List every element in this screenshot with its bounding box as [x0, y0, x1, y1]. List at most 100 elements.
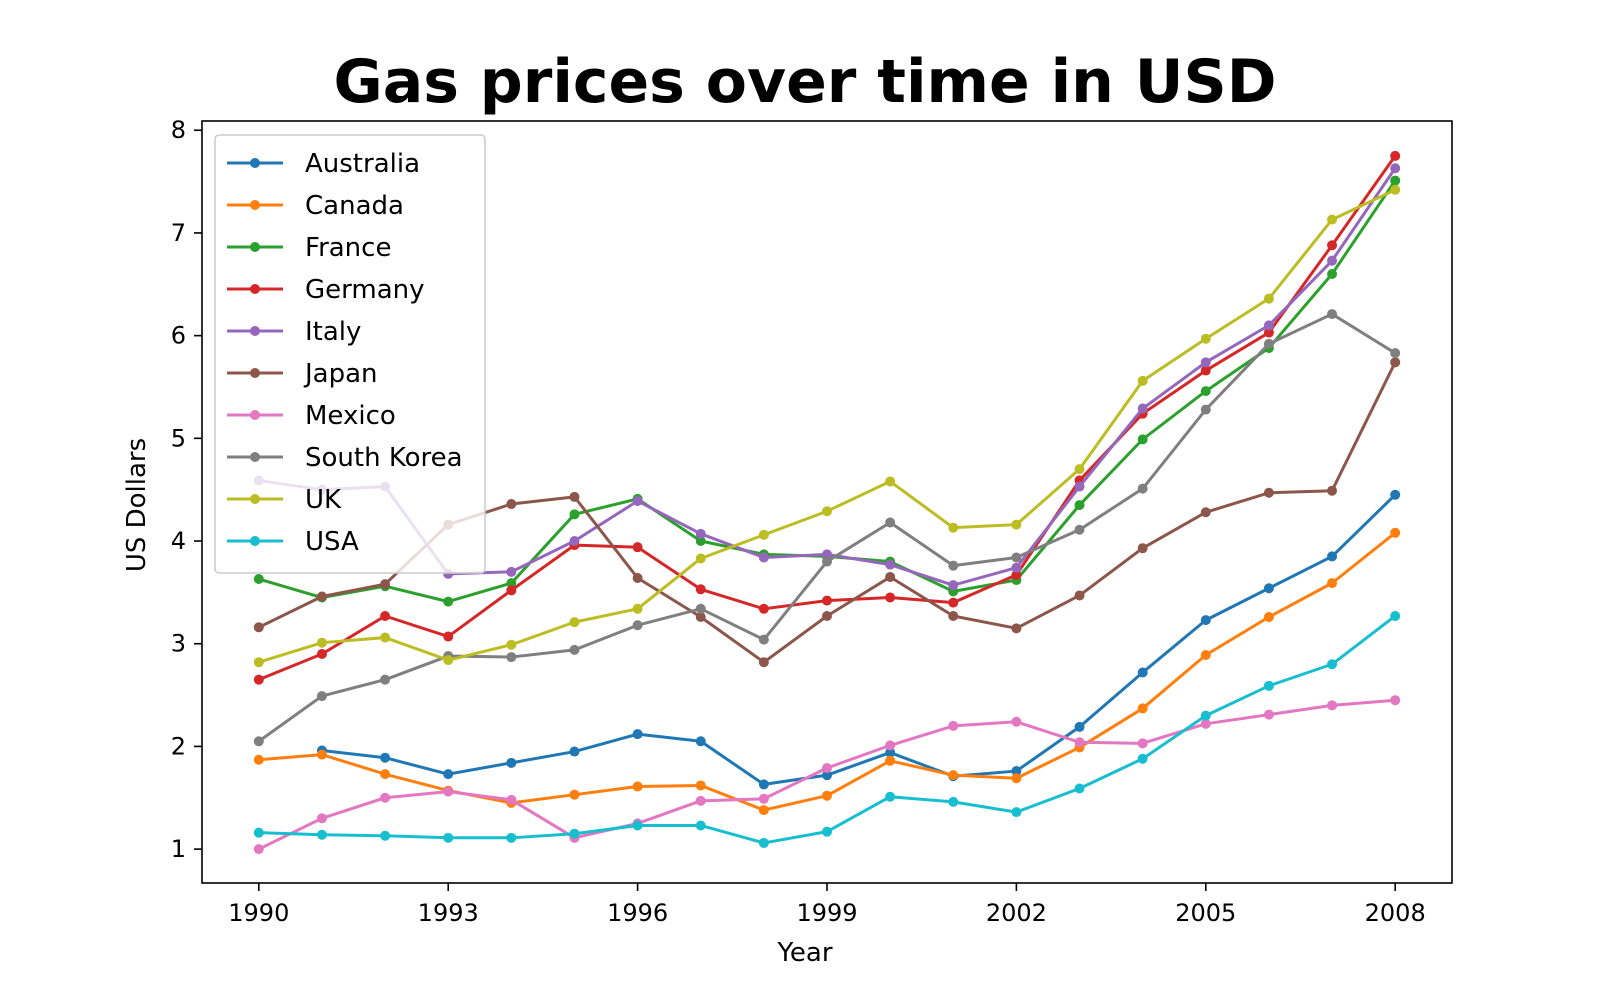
data-point: [316, 637, 327, 648]
data-point: [758, 603, 769, 614]
data-point: [885, 791, 896, 802]
data-point: [1263, 709, 1274, 720]
data-point: [822, 549, 832, 560]
legend-item: USA: [227, 527, 359, 557]
legend-marker: [250, 536, 260, 546]
data-point: [1263, 320, 1274, 331]
data-point: [380, 632, 391, 643]
data-point: [1200, 615, 1211, 626]
data-point: [316, 829, 327, 840]
data-point: [822, 556, 832, 567]
series-uk: [253, 184, 1401, 668]
data-point: [1390, 175, 1401, 186]
data-point: [1327, 485, 1338, 496]
data-point: [1011, 562, 1022, 573]
y-tick-label: 6: [171, 322, 186, 350]
data-point: [632, 572, 643, 583]
data-point: [443, 631, 454, 642]
legend-box: [214, 134, 486, 574]
data-point: [885, 559, 896, 570]
data-point: [380, 769, 391, 780]
data-point: [1137, 753, 1148, 764]
data-point: [822, 506, 832, 517]
x-tick-label: 1996: [607, 899, 668, 927]
legend-label: France: [305, 233, 391, 263]
data-point: [632, 820, 643, 831]
data-point: [443, 832, 454, 843]
legend-item: Mexico: [227, 401, 396, 431]
data-point: [1074, 500, 1085, 511]
data-point: [1011, 569, 1022, 580]
data-point: [253, 622, 264, 633]
data-point: [569, 644, 580, 655]
data-point: [1327, 578, 1338, 589]
legend-item: UK: [227, 485, 342, 515]
data-point: [695, 795, 706, 806]
legend-marker: [250, 284, 260, 294]
legend-label: Australia: [305, 149, 420, 179]
data-point: [1263, 583, 1274, 594]
y-tick-label: 2: [171, 732, 186, 760]
data-point: [948, 610, 959, 621]
data-point: [506, 578, 517, 589]
x-tick-label: 2005: [1175, 899, 1236, 927]
data-point: [822, 595, 832, 606]
data-point: [1200, 357, 1211, 368]
legend-label: South Korea: [305, 443, 463, 473]
data-point: [253, 844, 264, 855]
legend-item: Germany: [227, 275, 425, 305]
data-point: [1390, 163, 1401, 174]
legend-marker: [250, 452, 260, 462]
plot-area: 1990 1993 1996 1999 2002 2005 2008 1 2 3 4 5 6 7 8: [171, 116, 1453, 927]
data-point: [758, 634, 769, 645]
series-line: [321, 493, 1397, 786]
data-point: [822, 826, 832, 837]
legend-label: Mexico: [305, 401, 396, 431]
data-point: [822, 762, 832, 773]
data-point: [1137, 375, 1148, 386]
data-point: [758, 779, 769, 790]
x-tick-label: 2008: [1365, 899, 1426, 927]
data-point: [695, 536, 706, 547]
y-tick-label: 1: [171, 835, 186, 863]
data-point: [1011, 807, 1022, 818]
data-point: [885, 571, 896, 582]
data-point: [1074, 524, 1085, 535]
data-point: [1263, 680, 1274, 691]
legend-item: Canada: [227, 191, 404, 221]
series-australia: [316, 489, 1401, 790]
data-point: [380, 579, 391, 590]
data-point: [758, 793, 769, 804]
series-usa: [253, 610, 1401, 848]
data-point: [1200, 365, 1211, 376]
data-point: [316, 591, 327, 602]
data-point: [948, 580, 959, 591]
data-point: [253, 574, 264, 585]
data-point: [253, 657, 264, 668]
data-point: [632, 495, 643, 506]
data-point: [506, 832, 517, 843]
data-point: [1137, 738, 1148, 749]
legend-label: Germany: [305, 275, 425, 305]
data-point: [948, 560, 959, 571]
data-point: [380, 674, 391, 685]
data-point: [443, 596, 454, 607]
data-point: [632, 603, 643, 614]
data-point: [822, 610, 832, 621]
data-point: [758, 657, 769, 668]
data-point: [758, 837, 769, 848]
data-point: [1011, 773, 1022, 784]
data-point: [632, 542, 643, 553]
data-point: [569, 746, 580, 757]
data-point: [506, 585, 517, 596]
data-point: [1327, 269, 1338, 280]
data-point: [1327, 240, 1338, 251]
data-point: [695, 528, 706, 539]
data-point: [253, 827, 264, 838]
legend-marker: [250, 158, 260, 168]
data-point: [569, 828, 580, 839]
data-point: [1390, 150, 1401, 161]
x-tick-label: 1999: [796, 899, 857, 927]
data-point: [443, 769, 454, 780]
legend-marker: [250, 494, 260, 504]
